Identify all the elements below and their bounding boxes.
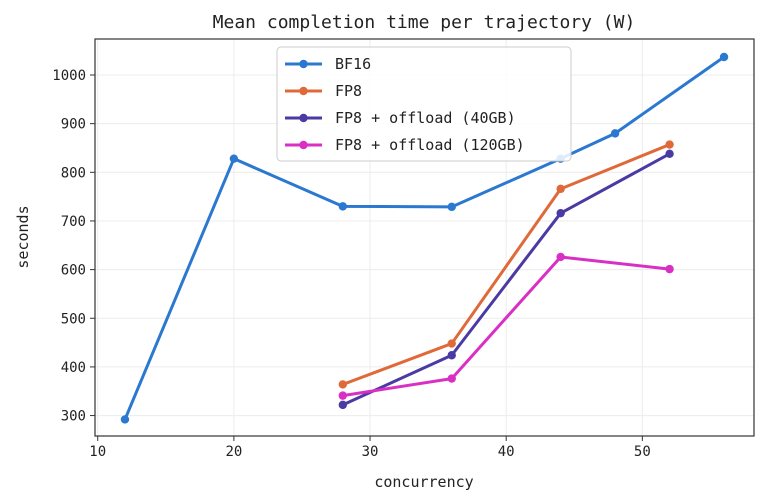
data-point: [610, 129, 620, 138]
y-tick-label: 300: [61, 409, 86, 425]
data-point: [120, 415, 130, 424]
series-3: [338, 252, 674, 400]
y-tick-label: 1000: [52, 68, 86, 84]
legend-box: [276, 46, 572, 162]
data-point: [447, 374, 456, 383]
series-2: [338, 149, 674, 410]
y-tick-label: 500: [61, 311, 86, 327]
data-point: [719, 52, 729, 62]
chart-title: Mean completion time per trajectory (W): [213, 12, 636, 33]
y-tick-label: 600: [61, 263, 86, 279]
data-point: [229, 154, 239, 163]
series-1: [338, 140, 674, 389]
legend-label: FP8 + offload (40GB): [335, 109, 516, 127]
legend-marker: [299, 113, 308, 123]
x-tick-label: 20: [225, 444, 242, 460]
legend-label: FP8: [335, 82, 362, 100]
data-point: [338, 202, 348, 211]
x-tick-label: 10: [89, 444, 106, 460]
legend-item: FP8: [285, 82, 362, 100]
series-line: [341, 152, 672, 407]
data-point: [665, 149, 674, 159]
series-line: [341, 255, 672, 398]
legend-marker: [299, 140, 308, 150]
legend-item: FP8 + offload (40GB): [285, 109, 516, 127]
y-tick-label: 700: [61, 214, 86, 230]
ticks: 10 20 30 40 50 300 400 500 600 700 800 900 1000: [52, 68, 650, 460]
series-line: [341, 143, 672, 386]
y-tick-label: 900: [61, 117, 86, 133]
x-tick-label: 50: [634, 444, 651, 460]
y-axis-label: seconds: [14, 205, 32, 268]
y-tick-label: 800: [61, 165, 86, 181]
x-tick-label: 40: [498, 444, 515, 460]
data-point: [338, 380, 348, 389]
data-point: [556, 208, 565, 218]
x-tick-label: 30: [362, 444, 379, 460]
data-point: [556, 252, 565, 262]
y-tick-label: 400: [61, 360, 86, 376]
series-layer: [120, 52, 729, 424]
data-point: [556, 184, 565, 194]
legend-marker: [299, 86, 308, 96]
legend-label: FP8 + offload (120GB): [335, 136, 525, 154]
data-point: [338, 400, 348, 410]
legend-item: FP8 + offload (120GB): [285, 136, 525, 154]
plot-frame: [94, 38, 755, 437]
data-point: [447, 202, 456, 212]
data-point: [665, 140, 674, 149]
data-point: [447, 351, 456, 360]
legend-label: BF16: [335, 55, 371, 73]
legend-marker: [299, 59, 308, 69]
data-point: [665, 264, 674, 274]
data-point: [338, 391, 348, 400]
legend-item: BF16: [285, 55, 371, 73]
data-point: [447, 339, 456, 348]
x-axis-label: concurrency: [374, 473, 473, 491]
legend: BF16 FP8 FP8 + offload (40GB) FP8 + offload…: [276, 46, 572, 162]
